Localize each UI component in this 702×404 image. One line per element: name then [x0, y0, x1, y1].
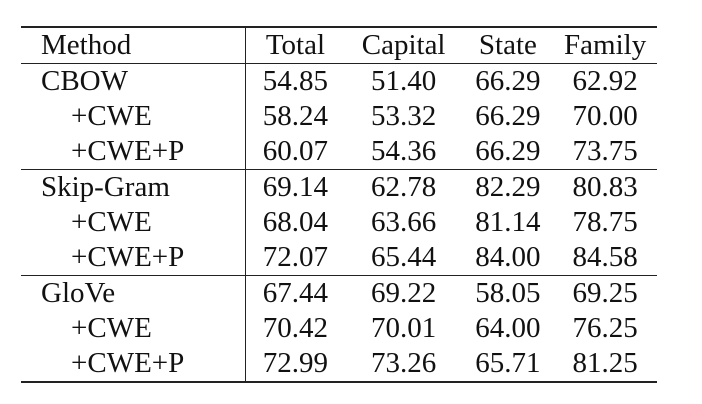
value-cell: 54.85 — [262, 65, 329, 97]
value-cell: 65.71 — [462, 346, 554, 383]
table-row: +CWE+P 72.99 73.26 65.71 81.25 — [21, 346, 657, 383]
method-cell: CBOW — [21, 63, 247, 99]
value-cell: 65.44 — [370, 241, 437, 273]
table-row: Skip-Gram 69.14 62.78 82.29 80.83 — [21, 169, 657, 205]
value-cell: 70.42 — [262, 312, 329, 344]
value-cell: 73.75 — [572, 135, 638, 167]
header-row: Method Total Capital State Family — [21, 26, 657, 64]
value-cell-best: 73.26 — [344, 346, 463, 383]
value-cell: 69.22 — [344, 275, 463, 311]
method-cell: GloVe — [21, 275, 247, 311]
value-cell: 69.25 — [553, 275, 657, 311]
value-cell: 62.78 — [344, 169, 463, 205]
value-cell: 67.44 — [245, 275, 345, 311]
table-row: +CWE 70.42 70.01 64.00 76.25 — [21, 311, 657, 346]
header-state: State — [462, 26, 554, 64]
value-cell: 66.29 — [475, 100, 541, 132]
results-table: Method Total Capital State Family CBOW 5… — [21, 26, 657, 383]
table-header: Method Total Capital State Family — [21, 26, 657, 64]
header-total: Total — [245, 26, 345, 64]
method-cell: +CWE+P — [21, 134, 247, 170]
method-cell: +CWE — [21, 311, 247, 346]
value-cell: 78.75 — [572, 206, 638, 238]
header-capital: Capital — [344, 26, 463, 64]
group-skip-gram: Skip-Gram 69.14 62.78 82.29 80.83 +CWE 6… — [21, 169, 657, 276]
table-row: +CWE 68.04 63.66 81.14 78.75 — [21, 205, 657, 240]
value-cell: 63.66 — [370, 206, 437, 238]
group-glove: GloVe 67.44 69.22 58.05 69.25 +CWE 70.42… — [21, 275, 657, 383]
value-cell: 66.29 — [475, 65, 541, 97]
value-cell-best: 84.58 — [572, 241, 638, 273]
value-cell-best: 72.99 — [245, 346, 345, 383]
value-cell-best: 84.00 — [475, 241, 541, 273]
value-cell: 82.29 — [462, 169, 554, 205]
table-row: CBOW 54.85 51.40 66.29 62.92 — [21, 63, 657, 99]
method-cell: +CWE — [21, 205, 247, 240]
value-cell: 60.07 — [262, 135, 329, 167]
header-method: Method — [21, 26, 247, 64]
table-row: GloVe 67.44 69.22 58.05 69.25 — [21, 275, 657, 311]
header-family: Family — [553, 26, 657, 64]
value-cell: 69.14 — [245, 169, 345, 205]
value-cell: 70.00 — [572, 100, 638, 132]
method-cell: Skip-Gram — [21, 169, 247, 205]
value-cell: 58.05 — [462, 275, 554, 311]
value-cell: 51.40 — [370, 65, 437, 97]
value-cell: 68.04 — [262, 206, 329, 238]
table-row: +CWE+P 60.07 54.36 66.29 73.75 — [21, 134, 657, 170]
value-cell: 58.24 — [262, 100, 329, 132]
value-cell: 53.32 — [370, 100, 437, 132]
value-cell: 70.01 — [370, 312, 437, 344]
value-cell: 81.25 — [553, 346, 657, 383]
table-row: +CWE 58.24 53.32 66.29 70.00 — [21, 99, 657, 134]
group-cbow: CBOW 54.85 51.40 66.29 62.92 +CWE 58.24 … — [21, 63, 657, 170]
value-cell: 80.83 — [553, 169, 657, 205]
value-cell: 64.00 — [475, 312, 541, 344]
value-cell: 62.92 — [572, 65, 638, 97]
table-row: +CWE+P 72.07 65.44 84.00 84.58 — [21, 240, 657, 276]
value-cell: 66.29 — [475, 135, 541, 167]
value-cell: 54.36 — [370, 135, 437, 167]
value-cell: 72.07 — [262, 241, 329, 273]
method-cell: +CWE+P — [21, 346, 247, 383]
value-cell: 76.25 — [572, 312, 638, 344]
method-cell: +CWE+P — [21, 240, 247, 276]
method-cell: +CWE — [21, 99, 247, 134]
value-cell: 81.14 — [475, 206, 541, 238]
